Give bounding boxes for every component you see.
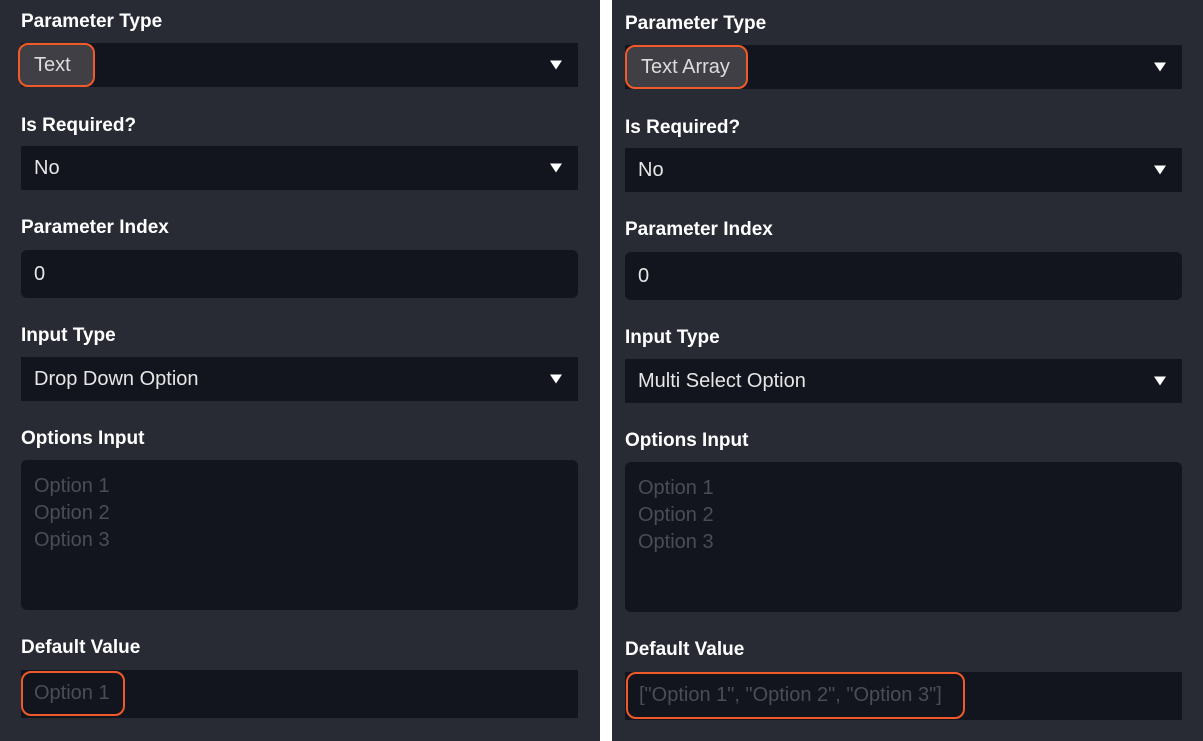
is-required-select[interactable]: No — [625, 148, 1182, 192]
input-type-label: Input Type — [21, 325, 116, 346]
is-required-label: Is Required? — [21, 115, 137, 136]
parameter-type-label: Parameter Type — [625, 13, 767, 34]
options-input-textarea[interactable]: Option 1 Option 2 Option 3 — [625, 462, 1182, 612]
options-placeholder-line: Option 2 — [34, 502, 110, 524]
default-value-placeholder[interactable]: Option 1 — [21, 671, 125, 716]
parameter-index-input[interactable]: 0 — [625, 252, 1182, 300]
parameter-type-select[interactable] — [21, 43, 578, 87]
input-type-value: Multi Select Option — [638, 369, 806, 392]
options-placeholder-line: Option 3 — [638, 531, 714, 553]
is-required-label: Is Required? — [625, 117, 741, 138]
options-placeholder-line: Option 1 — [638, 477, 714, 499]
options-placeholder-line: Option 1 — [34, 475, 110, 497]
chevron-down-icon — [550, 163, 562, 173]
parameter-index-input[interactable]: 0 — [21, 250, 578, 298]
is-required-value: No — [638, 158, 664, 181]
input-type-value: Drop Down Option — [34, 367, 199, 390]
default-value-input[interactable] — [21, 670, 578, 718]
is-required-select[interactable]: No — [21, 146, 578, 190]
options-placeholder-line: Option 3 — [34, 529, 110, 551]
default-value-label: Default Value — [625, 639, 745, 660]
parameter-type-value[interactable]: Text Array — [625, 45, 748, 89]
parameter-index-value: 0 — [638, 264, 650, 287]
parameter-type-value[interactable]: Text — [18, 43, 95, 87]
parameter-type-label: Parameter Type — [21, 11, 163, 32]
options-placeholder-line: Option 2 — [638, 504, 714, 526]
left-form-panel: Parameter Type Text Is Required? No Para… — [0, 0, 600, 741]
chevron-down-icon — [550, 374, 562, 384]
options-input-label: Options Input — [625, 430, 749, 451]
chevron-down-icon — [550, 60, 562, 70]
is-required-value: No — [34, 156, 60, 179]
parameter-index-label: Parameter Index — [625, 219, 773, 240]
chevron-down-icon — [1154, 376, 1166, 386]
options-input-textarea[interactable]: Option 1 Option 2 Option 3 — [21, 460, 578, 610]
input-type-select[interactable]: Multi Select Option — [625, 359, 1182, 403]
input-type-label: Input Type — [625, 327, 720, 348]
default-value-label: Default Value — [21, 637, 141, 658]
chevron-down-icon — [1154, 62, 1166, 72]
parameter-index-value: 0 — [34, 262, 46, 285]
default-value-input[interactable] — [625, 672, 1182, 720]
right-form-panel: Parameter Type Text Array Is Required? N… — [612, 0, 1203, 741]
chevron-down-icon — [1154, 165, 1166, 175]
options-input-label: Options Input — [21, 428, 145, 449]
input-type-select[interactable]: Drop Down Option — [21, 357, 578, 401]
default-value-placeholder[interactable]: ["Option 1", "Option 2", "Option 3"] — [626, 672, 965, 719]
parameter-index-label: Parameter Index — [21, 217, 169, 238]
